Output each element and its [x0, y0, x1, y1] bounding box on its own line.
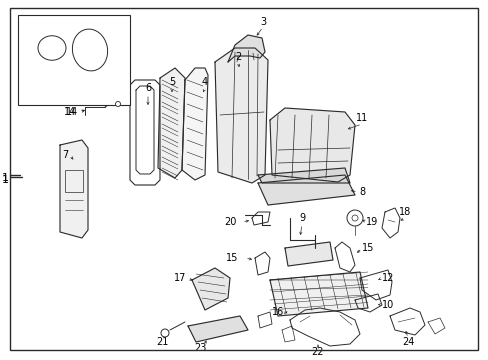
- Text: 21: 21: [156, 337, 168, 347]
- Text: 5: 5: [168, 77, 175, 87]
- Bar: [18, 15, 130, 105]
- Circle shape: [351, 215, 357, 221]
- Polygon shape: [269, 108, 354, 182]
- Text: 14: 14: [66, 107, 78, 117]
- Text: 10: 10: [381, 300, 393, 310]
- Text: 3: 3: [260, 17, 265, 27]
- Polygon shape: [258, 175, 354, 205]
- Polygon shape: [187, 316, 247, 342]
- Polygon shape: [215, 48, 267, 183]
- Text: 8: 8: [358, 187, 365, 197]
- Text: 12: 12: [381, 273, 393, 283]
- Text: 23: 23: [193, 343, 206, 353]
- Text: 2: 2: [234, 52, 241, 62]
- Polygon shape: [285, 242, 332, 266]
- Text: 13: 13: [22, 50, 34, 60]
- Circle shape: [115, 102, 120, 107]
- Text: 24: 24: [401, 337, 413, 347]
- Text: 15: 15: [225, 253, 238, 263]
- Text: 18: 18: [398, 207, 410, 217]
- Circle shape: [346, 210, 362, 226]
- Text: 20: 20: [224, 217, 236, 227]
- Polygon shape: [182, 68, 207, 180]
- Bar: [65, 170, 83, 192]
- Ellipse shape: [72, 29, 107, 71]
- Text: 4: 4: [202, 77, 207, 87]
- Polygon shape: [192, 268, 229, 310]
- Polygon shape: [258, 168, 349, 183]
- Text: 13: 13: [22, 50, 34, 60]
- Polygon shape: [269, 272, 367, 316]
- Polygon shape: [60, 140, 88, 238]
- Text: 14: 14: [64, 107, 76, 117]
- Text: 9: 9: [298, 213, 305, 223]
- Text: 16: 16: [271, 307, 284, 317]
- Text: 15: 15: [361, 243, 373, 253]
- Text: 17: 17: [173, 273, 186, 283]
- Text: 19: 19: [365, 217, 377, 227]
- Text: 6: 6: [144, 83, 151, 93]
- Polygon shape: [158, 68, 184, 178]
- Text: 22: 22: [311, 347, 324, 357]
- Polygon shape: [227, 35, 264, 62]
- Text: 1: 1: [1, 173, 8, 183]
- Text: 11: 11: [355, 113, 367, 123]
- Ellipse shape: [38, 36, 66, 60]
- Text: 1: 1: [1, 175, 8, 185]
- Text: 7: 7: [62, 150, 68, 160]
- Circle shape: [161, 329, 169, 337]
